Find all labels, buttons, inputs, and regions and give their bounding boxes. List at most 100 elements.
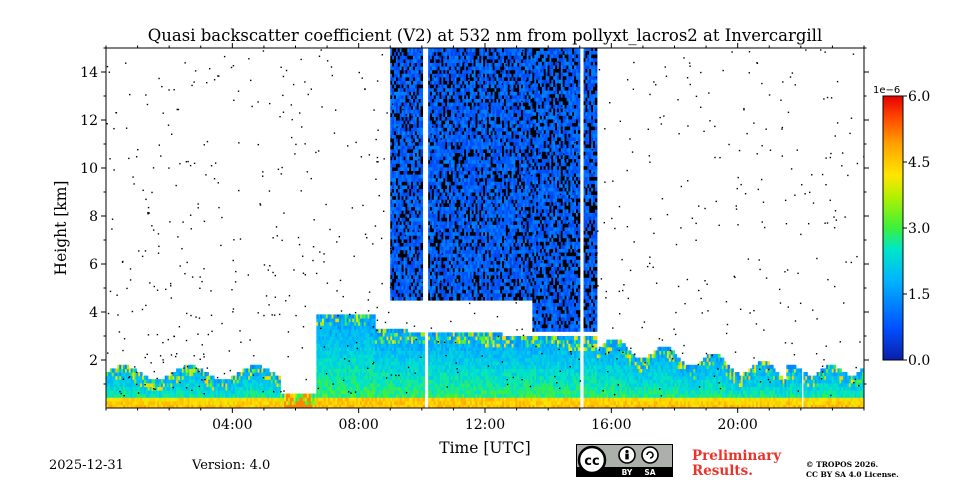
heatmap-cell xyxy=(420,339,424,344)
heatmap-cell xyxy=(323,339,327,344)
heatmap-cell xyxy=(464,382,467,387)
heatmap-cell xyxy=(176,390,179,395)
heatmap-cell xyxy=(502,336,505,341)
heatmap-cell xyxy=(500,354,503,359)
heatmap-cell xyxy=(380,400,384,405)
heatmap-cell xyxy=(335,372,338,377)
heatmap-cell xyxy=(352,336,355,341)
heatmap-cell xyxy=(430,386,433,391)
heatmap-cell xyxy=(475,386,479,391)
heatmap-cell xyxy=(528,372,532,377)
heatmap-cell xyxy=(547,400,551,405)
heatmap-cell xyxy=(348,350,352,355)
heatmap-cell xyxy=(439,364,443,369)
heatmap-cell xyxy=(405,332,408,337)
heatmap-cell xyxy=(337,379,340,384)
heatmap-cell xyxy=(494,332,497,337)
heatmap-cell xyxy=(337,404,340,408)
heatmap-cell xyxy=(407,336,410,341)
heatmap-cell xyxy=(439,354,443,359)
heatmap-cell xyxy=(452,357,456,362)
heatmap-cell xyxy=(422,400,425,405)
heatmap-cell xyxy=(412,357,416,362)
heatmap-cell xyxy=(469,375,473,380)
heatmap-cell xyxy=(547,393,551,398)
heatmap-cell xyxy=(382,382,386,387)
heatmap-cell xyxy=(545,364,549,369)
heatmap-cell xyxy=(142,379,145,384)
heatmap-cell xyxy=(240,404,244,408)
heatmap-cell xyxy=(437,354,441,359)
heatmap-cell xyxy=(441,364,444,369)
heatmap-cell xyxy=(395,404,399,408)
heatmap-cell xyxy=(346,393,350,398)
heatmap-cell xyxy=(248,386,251,391)
heatmap-cell xyxy=(358,400,361,405)
heatmap-cell xyxy=(513,364,516,369)
heatmap-cell xyxy=(109,382,113,387)
heatmap-cell xyxy=(401,343,405,348)
heatmap-cell xyxy=(448,364,452,369)
heatmap-cell xyxy=(439,379,443,384)
heatmap-cell xyxy=(378,372,382,377)
heatmap-cell xyxy=(479,375,482,380)
heatmap-cell xyxy=(123,372,126,377)
heatmap-cell xyxy=(473,379,477,384)
heatmap-cell xyxy=(412,332,416,337)
heatmap-cell xyxy=(350,339,353,344)
heatmap-cell xyxy=(558,372,562,377)
heatmap-cell xyxy=(566,368,569,373)
heatmap-cell xyxy=(420,364,424,369)
heatmap-cell xyxy=(498,375,501,380)
heatmap-cell xyxy=(331,400,334,405)
heatmap-cell xyxy=(464,390,467,395)
heatmap-cell xyxy=(308,397,312,402)
heatmap-cell xyxy=(469,361,473,366)
heatmap-cell xyxy=(244,404,247,408)
heatmap-cell xyxy=(553,339,556,344)
heatmap-cell xyxy=(323,375,327,380)
heatmap-cell xyxy=(327,361,331,366)
heatmap-cell xyxy=(376,339,380,344)
heatmap-cell xyxy=(500,368,503,373)
heatmap-cell xyxy=(475,336,479,341)
heatmap-cell xyxy=(428,404,431,408)
heatmap-cell xyxy=(522,382,526,387)
heatmap-cell xyxy=(395,372,399,377)
heatmap-cell xyxy=(407,332,410,337)
heatmap-cell xyxy=(329,400,333,405)
heatmap-cell xyxy=(363,357,367,362)
heatmap-cell xyxy=(557,386,560,391)
heatmap-cell xyxy=(394,354,397,359)
heatmap-cell xyxy=(395,339,399,344)
heatmap-cell xyxy=(414,400,418,405)
heatmap-cell xyxy=(236,379,240,384)
heatmap-cell xyxy=(450,379,454,384)
heatmap-cell xyxy=(329,321,333,326)
heatmap-cell xyxy=(469,379,473,384)
heatmap-cell xyxy=(528,400,532,405)
heatmap-cell xyxy=(323,354,327,359)
heatmap-cell xyxy=(549,400,552,405)
heatmap-cell xyxy=(502,361,505,366)
heatmap-cell xyxy=(521,397,524,402)
heatmap-cell xyxy=(189,393,192,398)
heatmap-cell xyxy=(323,400,327,405)
heatmap-cell xyxy=(337,314,340,319)
heatmap-cell xyxy=(409,382,412,387)
heatmap-cell xyxy=(443,379,446,384)
heatmap-cell xyxy=(397,390,401,395)
heatmap-cell xyxy=(562,382,566,387)
heatmap-cell xyxy=(428,361,431,366)
heatmap-cell xyxy=(462,332,465,337)
heatmap-cell xyxy=(373,336,376,341)
heatmap-cell xyxy=(174,375,177,380)
heatmap-cell xyxy=(340,336,344,341)
heatmap-cell xyxy=(331,382,334,387)
heatmap-cell xyxy=(435,332,439,337)
heatmap-cell xyxy=(485,332,488,337)
heatmap-cell xyxy=(435,361,439,366)
heatmap-cell xyxy=(325,318,329,323)
heatmap-cell xyxy=(486,393,490,398)
heatmap-cell xyxy=(250,379,253,384)
